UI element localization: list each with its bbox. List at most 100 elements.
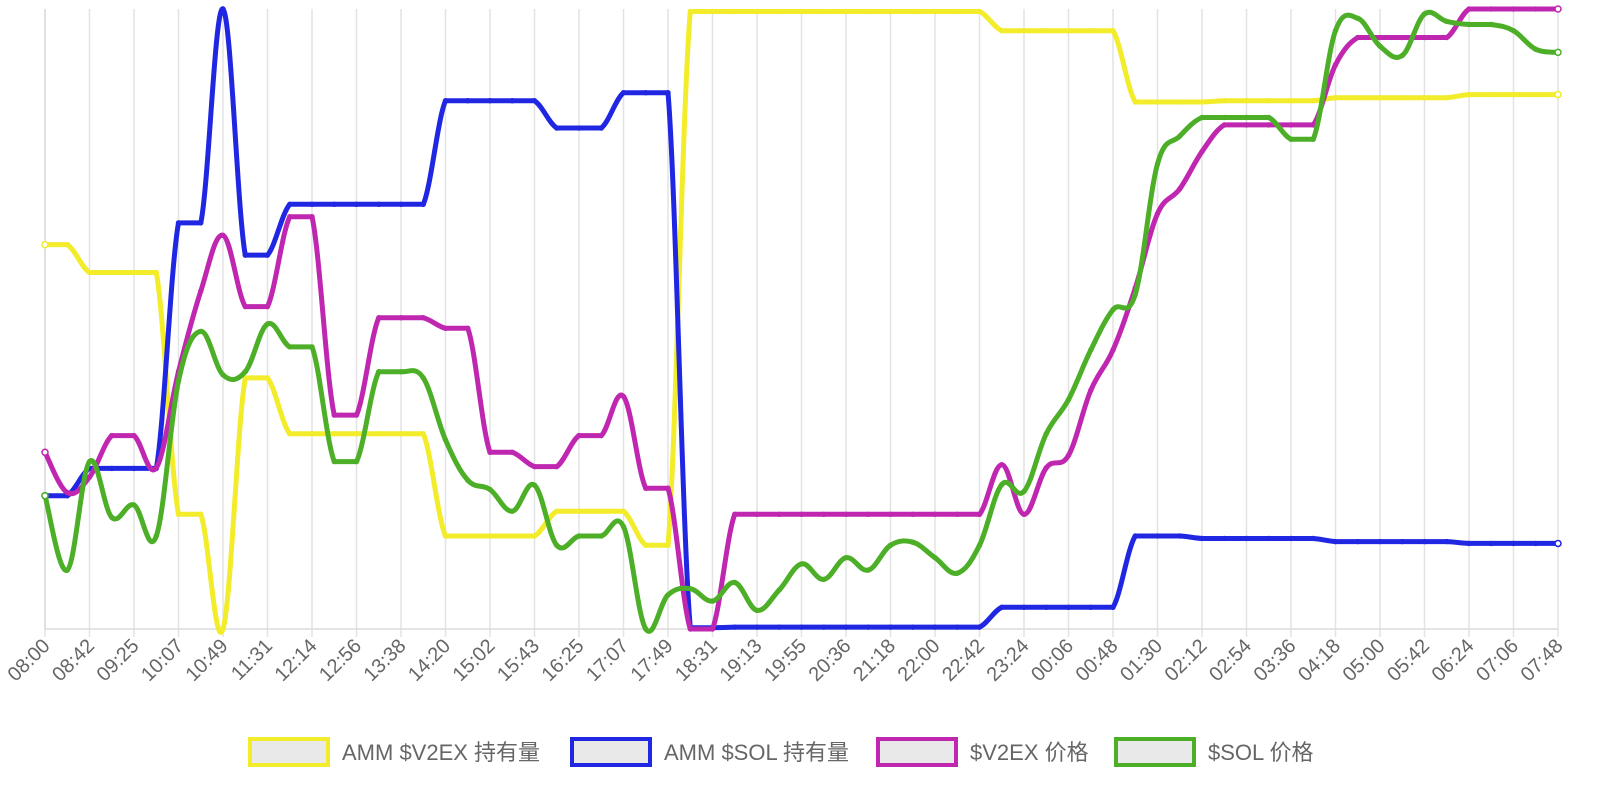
data-point: [1110, 28, 1116, 34]
data-point: [576, 533, 582, 539]
data-point: [954, 511, 960, 517]
legend-label: $V2EX 价格: [970, 740, 1089, 765]
data-point: [1510, 28, 1517, 34]
data-point: [264, 303, 271, 310]
x-tick-label: 19:55: [760, 635, 811, 686]
data-point: [1533, 46, 1539, 52]
data-point: [175, 511, 182, 517]
data-point: [1533, 6, 1539, 12]
series-1: [41, 8, 1562, 635]
data-point: [1466, 21, 1472, 28]
data-point: [109, 514, 115, 521]
data-point: [1243, 122, 1250, 128]
data-point: [1266, 535, 1272, 542]
data-point: [1355, 94, 1361, 101]
data-point: [1288, 122, 1294, 128]
series-4: [41, 9, 1562, 634]
data-point: [843, 8, 849, 15]
data-point: [999, 604, 1005, 610]
data-point: [1088, 387, 1094, 393]
data-point: [821, 576, 827, 583]
data-point: [1221, 114, 1227, 121]
x-tick-label: 02:12: [1161, 635, 1212, 686]
data-point: [487, 98, 493, 104]
data-point: [309, 214, 315, 220]
legend-item[interactable]: $V2EX 价格: [876, 737, 1089, 767]
data-point: [976, 542, 983, 548]
data-point: [487, 449, 493, 455]
data-point: [1177, 186, 1183, 192]
data-point: [732, 8, 738, 15]
data-point: [776, 624, 782, 630]
legend-swatch: [248, 737, 330, 767]
data-point: [910, 8, 916, 15]
data-point: [576, 508, 582, 514]
data-point: [1332, 28, 1339, 34]
legend-swatch: [570, 737, 652, 767]
data-point: [509, 508, 515, 514]
data-point: [598, 508, 604, 514]
x-tick-label: 21:18: [849, 635, 900, 686]
data-point: [353, 412, 360, 418]
data-point: [376, 369, 382, 375]
data-point: [1266, 114, 1272, 121]
data-point: [175, 220, 182, 226]
data-point: [1488, 21, 1494, 28]
data-point: [865, 624, 871, 630]
data-point: [954, 624, 960, 630]
data-point: [442, 325, 449, 331]
legend-swatch: [876, 737, 958, 767]
data-point: [376, 315, 382, 321]
data-point: [487, 533, 493, 539]
data-point: [554, 542, 560, 548]
data-point: [287, 344, 293, 350]
data-point: [709, 8, 716, 15]
data-point: [1221, 122, 1227, 128]
data-point: [1355, 538, 1361, 545]
legend-item[interactable]: AMM $SOL 持有量: [570, 737, 849, 767]
data-point: [1377, 538, 1383, 545]
data-point: [821, 624, 827, 630]
x-tick-label: 15:02: [449, 635, 500, 686]
data-point: [1554, 48, 1562, 57]
data-point: [1132, 291, 1138, 297]
data-point: [598, 432, 604, 439]
data-point: [353, 458, 360, 465]
legend-label: $SOL 价格: [1208, 740, 1314, 765]
data-point: [665, 592, 671, 598]
x-tick-label: 15:43: [493, 635, 544, 686]
data-point: [1399, 94, 1405, 101]
data-point: [865, 511, 871, 517]
data-point: [353, 431, 360, 437]
data-point: [910, 511, 916, 517]
x-tick-label: 05:42: [1383, 635, 1434, 686]
data-point: [732, 579, 738, 586]
data-point: [1266, 122, 1272, 128]
data-point: [709, 598, 716, 604]
data-point: [932, 8, 938, 15]
data-point: [843, 624, 849, 630]
x-tick-label: 22:00: [894, 635, 945, 686]
data-point: [709, 626, 716, 632]
data-point: [598, 125, 604, 131]
data-point: [910, 624, 916, 630]
data-point: [41, 448, 49, 457]
data-point: [398, 201, 404, 208]
data-point: [1310, 98, 1316, 104]
data-point: [1043, 431, 1049, 437]
data-point: [86, 458, 93, 465]
data-point: [576, 432, 582, 439]
data-point: [242, 303, 248, 310]
data-point: [1065, 28, 1072, 34]
data-point: [1466, 540, 1472, 547]
legend-item[interactable]: AMM $V2EX 持有量: [248, 737, 540, 767]
data-point: [821, 8, 827, 15]
data-point: [420, 201, 426, 208]
data-point: [1510, 6, 1517, 12]
data-point: [376, 201, 382, 208]
legend-item[interactable]: $SOL 价格: [1114, 737, 1314, 767]
data-point: [1021, 488, 1027, 495]
data-point: [1466, 91, 1472, 98]
x-tick-label: 13:38: [360, 635, 411, 686]
data-point: [242, 252, 248, 258]
